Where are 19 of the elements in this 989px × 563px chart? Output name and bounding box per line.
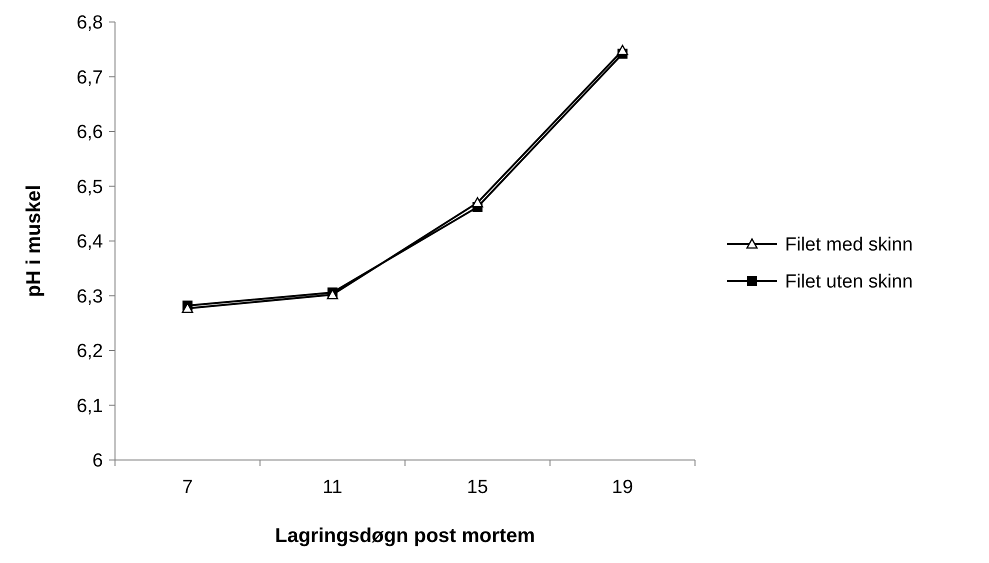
- x-tick-label: 19: [612, 477, 634, 498]
- legend-label: Filet uten skinn: [785, 272, 913, 293]
- x-tick-label: 15: [466, 477, 488, 498]
- y-tick-label: 6: [92, 450, 103, 472]
- y-tick-label: 6,8: [76, 12, 103, 34]
- point: [472, 197, 484, 208]
- x-tick-label: 11: [322, 477, 342, 498]
- y-axis-title: pH i muskel: [23, 184, 45, 298]
- y-tick-label: 6,5: [76, 176, 103, 198]
- x-axis-title: Lagringsdøgn post mortem: [275, 525, 535, 547]
- y-tick-label: 6,7: [76, 67, 103, 88]
- y-tick-label: 6,4: [76, 232, 104, 253]
- x-tick-label: 7: [182, 477, 193, 498]
- y-tick-label: 6,2: [76, 341, 103, 362]
- y-tick-label: 6,3: [76, 286, 103, 308]
- y-tick-label: 6,6: [76, 122, 103, 144]
- point: [616, 44, 628, 56]
- legend-label: Filet med skinn: [785, 234, 913, 256]
- y-tick-label: 6,1: [76, 396, 103, 417]
